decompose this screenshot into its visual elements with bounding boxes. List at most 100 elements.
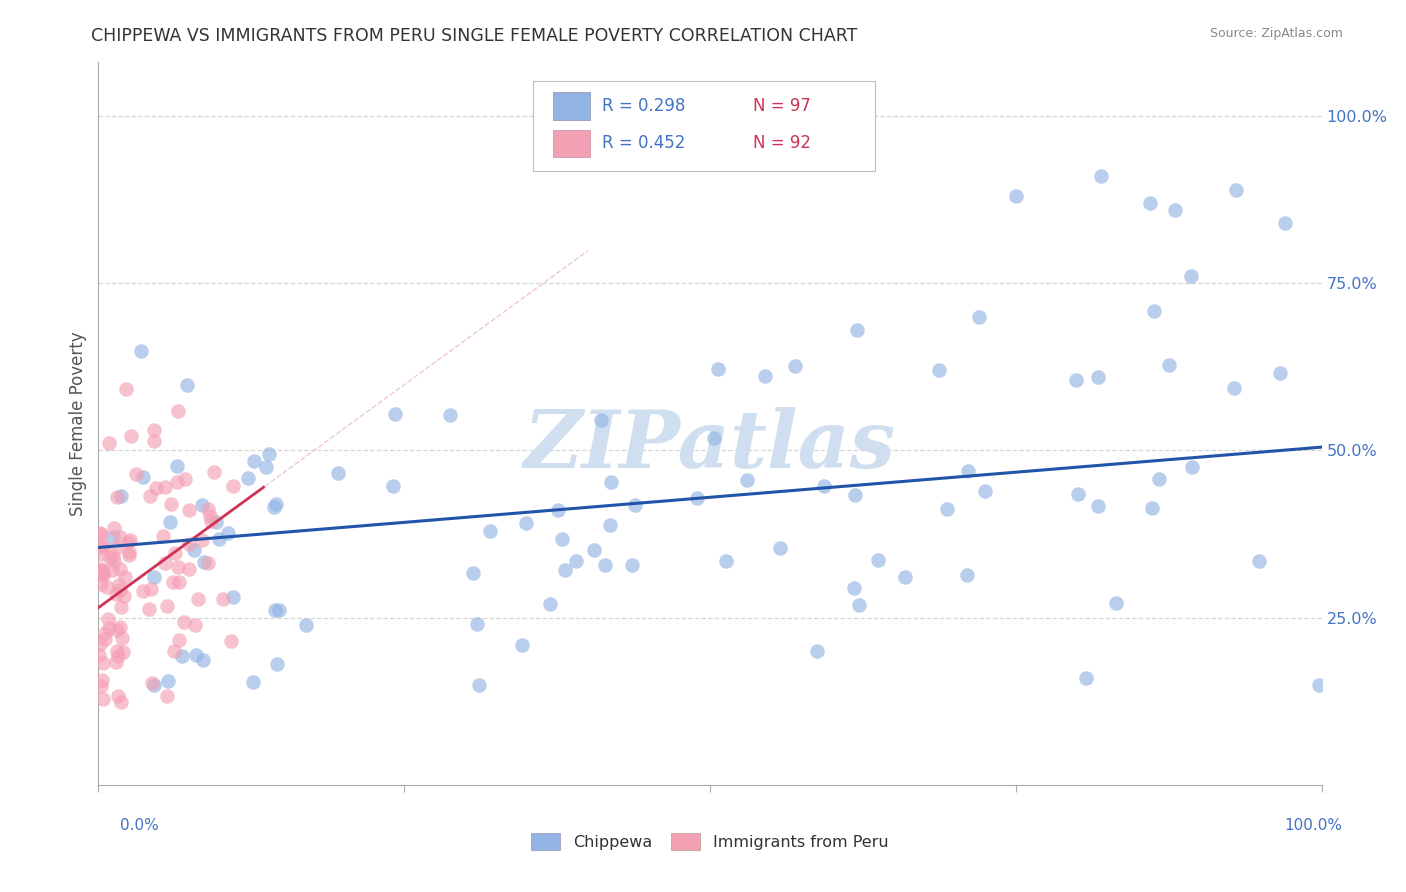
Point bbox=[478, 524, 501, 538]
Point bbox=[91, 539, 114, 553]
Text: N = 97: N = 97 bbox=[752, 97, 811, 115]
Point bbox=[1159, 359, 1181, 373]
Point bbox=[1247, 554, 1270, 568]
Point bbox=[89, 637, 111, 651]
Point bbox=[156, 599, 179, 613]
Point bbox=[107, 689, 129, 703]
Point bbox=[153, 480, 176, 494]
Point bbox=[183, 542, 205, 557]
Point bbox=[242, 675, 264, 690]
Point bbox=[91, 692, 114, 706]
Point bbox=[844, 488, 866, 502]
Point bbox=[1180, 460, 1202, 475]
Point bbox=[868, 552, 890, 566]
Point bbox=[160, 497, 183, 511]
Point bbox=[222, 479, 245, 493]
Point bbox=[179, 536, 201, 550]
Point bbox=[894, 569, 917, 583]
Point bbox=[295, 618, 318, 632]
Point bbox=[328, 466, 350, 480]
Point bbox=[174, 472, 197, 486]
Point bbox=[117, 534, 139, 549]
Point bbox=[107, 623, 129, 637]
Point bbox=[686, 491, 709, 505]
Point bbox=[769, 541, 792, 555]
Point bbox=[112, 589, 135, 603]
Point bbox=[118, 548, 141, 562]
Point bbox=[956, 464, 979, 478]
Point bbox=[89, 562, 111, 576]
Point bbox=[131, 344, 153, 359]
Point bbox=[538, 598, 561, 612]
Bar bbox=[554, 129, 591, 157]
Point bbox=[193, 555, 215, 569]
Point bbox=[97, 612, 120, 626]
Point bbox=[105, 587, 128, 601]
Point bbox=[599, 475, 621, 489]
Point bbox=[1139, 196, 1161, 211]
Point bbox=[94, 632, 117, 647]
Point bbox=[166, 475, 188, 489]
Point bbox=[89, 526, 111, 541]
Point bbox=[263, 500, 285, 514]
Point bbox=[806, 644, 828, 658]
Point bbox=[191, 653, 214, 667]
Point bbox=[1076, 671, 1098, 685]
Point bbox=[159, 515, 181, 529]
Point bbox=[1223, 381, 1246, 395]
Point bbox=[707, 362, 730, 376]
Point bbox=[1270, 366, 1292, 380]
Y-axis label: Single Female Poverty: Single Female Poverty bbox=[69, 332, 87, 516]
Point bbox=[91, 565, 114, 579]
Text: ZIPatlas: ZIPatlas bbox=[524, 407, 896, 484]
Point bbox=[1225, 183, 1247, 197]
Point bbox=[257, 447, 280, 461]
Point bbox=[103, 521, 125, 535]
Text: R = 0.298: R = 0.298 bbox=[602, 97, 686, 115]
Point bbox=[108, 562, 131, 576]
Point bbox=[145, 481, 167, 495]
Point bbox=[197, 502, 219, 516]
Point bbox=[222, 590, 245, 604]
Point bbox=[935, 502, 957, 516]
Point bbox=[167, 560, 190, 574]
Point bbox=[191, 533, 214, 548]
Point bbox=[599, 517, 621, 532]
Point bbox=[125, 467, 148, 481]
Point bbox=[118, 545, 141, 559]
Point bbox=[463, 566, 485, 580]
Point bbox=[142, 570, 165, 584]
Point bbox=[105, 644, 128, 658]
Point bbox=[264, 497, 287, 511]
Point bbox=[177, 562, 200, 576]
Point bbox=[208, 532, 231, 546]
Point bbox=[166, 458, 188, 473]
Point bbox=[242, 454, 264, 468]
Point bbox=[1004, 189, 1026, 203]
Point bbox=[105, 491, 128, 505]
Point bbox=[1090, 169, 1112, 184]
Point bbox=[112, 645, 135, 659]
Point bbox=[156, 689, 179, 703]
Point bbox=[515, 516, 537, 531]
Point bbox=[187, 591, 209, 606]
Point bbox=[623, 498, 645, 512]
Point bbox=[89, 648, 111, 662]
Point bbox=[236, 471, 259, 485]
Point bbox=[550, 533, 572, 547]
Point bbox=[1274, 216, 1296, 230]
Point bbox=[139, 489, 162, 503]
Point bbox=[103, 554, 125, 568]
Point bbox=[177, 502, 200, 516]
Point bbox=[735, 473, 758, 487]
Point bbox=[110, 695, 132, 709]
Text: CHIPPEWA VS IMMIGRANTS FROM PERU SINGLE FEMALE POVERTY CORRELATION CHART: CHIPPEWA VS IMMIGRANTS FROM PERU SINGLE … bbox=[91, 27, 858, 45]
Point bbox=[105, 655, 128, 669]
Text: 100.0%: 100.0% bbox=[1285, 818, 1343, 832]
Point bbox=[754, 369, 776, 384]
Point bbox=[264, 603, 287, 617]
Point bbox=[115, 382, 138, 396]
Point bbox=[90, 540, 112, 554]
Point bbox=[142, 434, 165, 449]
Point bbox=[169, 575, 191, 590]
